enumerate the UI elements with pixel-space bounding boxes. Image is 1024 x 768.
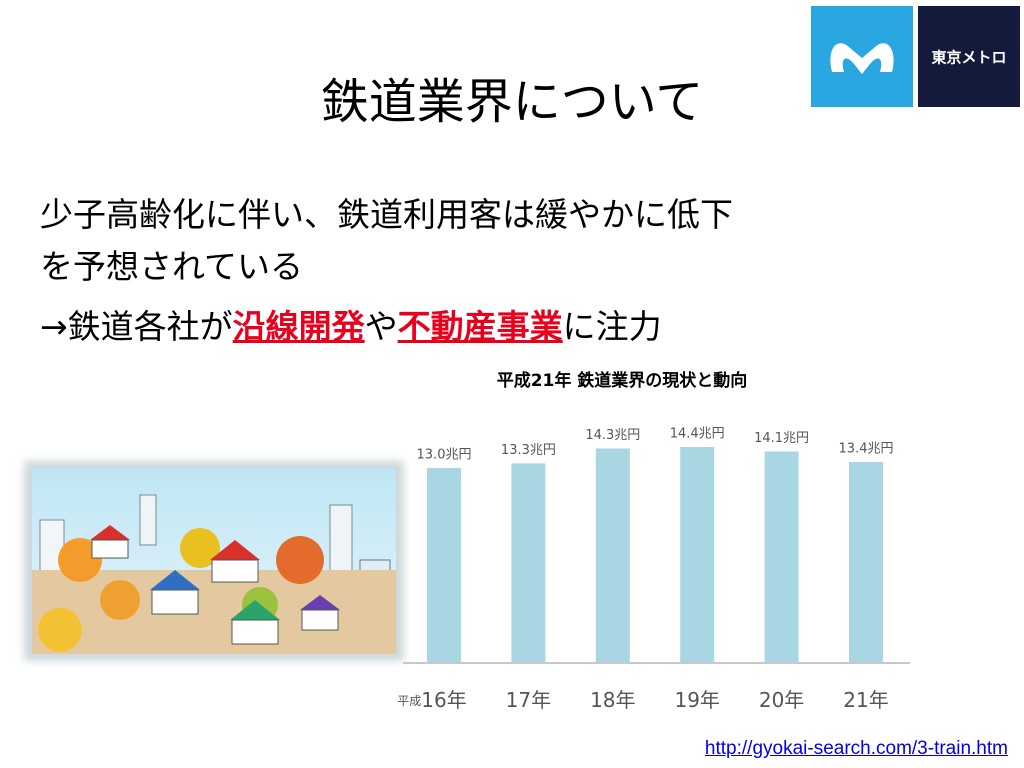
value-label: 14.4兆円 <box>670 427 725 442</box>
bullet-text: を予想されている <box>40 247 304 286</box>
value-label: 13.4兆円 <box>839 441 894 456</box>
category: 19年 <box>674 688 719 712</box>
bar <box>427 467 461 662</box>
x-prefix: 平成 <box>397 694 421 708</box>
bullet-text: 少子高齢化に伴い、鉄道利用客は緩やかに低下 <box>40 195 733 234</box>
value-label: 13.3兆円 <box>501 443 556 458</box>
category: 17年 <box>506 688 551 712</box>
logo-text: 東京メトロ <box>931 49 1006 67</box>
emphasis: 不動産事業 <box>397 307 563 346</box>
x-tick-label: 20年 <box>759 688 804 712</box>
value-label: 14.3兆円 <box>585 428 640 443</box>
text: に注力 <box>562 307 662 346</box>
logo-mark <box>811 6 913 107</box>
category: 16年 <box>421 688 466 712</box>
source-link[interactable]: http://gyokai-search.com/3-train.htm <box>704 738 1008 759</box>
emphasis: 沿線開発 <box>232 307 365 346</box>
slide-title: 鉄道業界について <box>320 74 704 130</box>
x-tick-label: 平成16年 <box>397 688 466 712</box>
focus-line: →鉄道各社が沿線開発や不動産事業に注力 <box>40 300 662 348</box>
x-tick-label: 17年 <box>506 688 551 712</box>
logo-symbol <box>830 43 894 74</box>
category: 21年 <box>843 688 888 712</box>
bar <box>511 463 546 662</box>
chart-title: 平成21年 鉄道業界の現状と動向 <box>497 370 748 391</box>
logo: 東京メトロ <box>811 6 1020 107</box>
bar <box>764 451 799 662</box>
logo-box <box>918 6 1020 107</box>
bar <box>680 447 715 662</box>
x-tick-label: 18年 <box>590 688 635 712</box>
x-tick-label: 21年 <box>843 688 888 712</box>
town-illustration <box>24 461 404 661</box>
text: や <box>364 307 398 346</box>
bar <box>849 461 883 662</box>
x-tick-label: 19年 <box>674 688 719 712</box>
bar <box>595 448 630 662</box>
value-label: 14.1兆円 <box>754 431 809 446</box>
category: 18年 <box>590 688 635 712</box>
value-label: 13.0兆円 <box>417 447 472 462</box>
text: →鉄道各社が <box>40 307 233 346</box>
category: 20年 <box>759 688 804 712</box>
